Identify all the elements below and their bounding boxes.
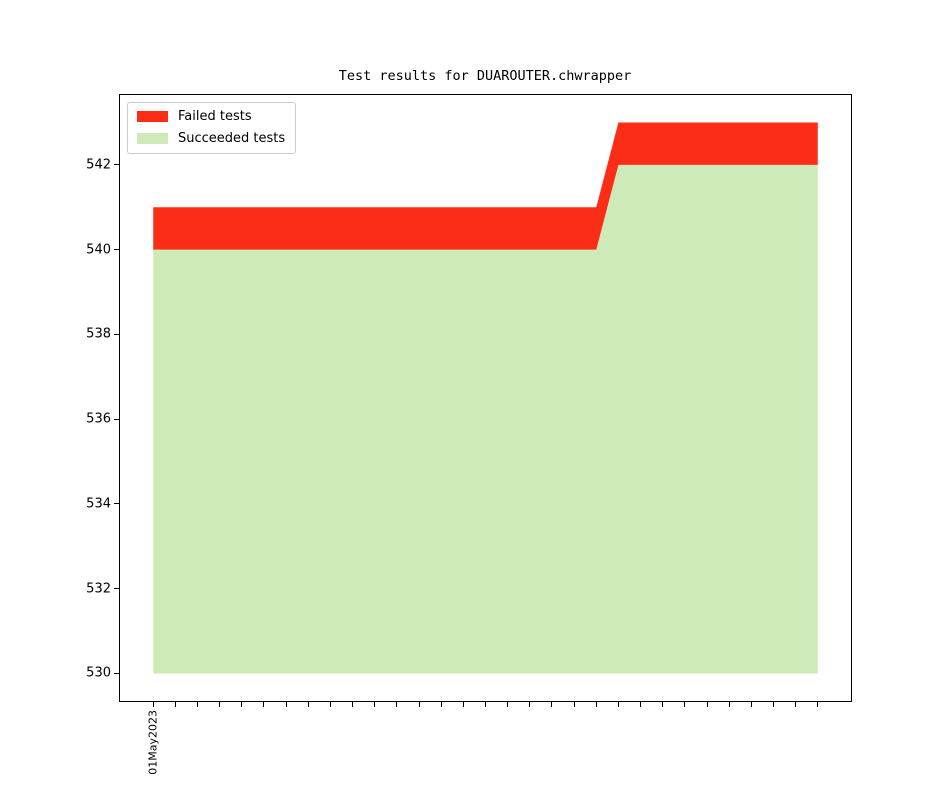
y-tick-label: 538 [86,326,111,342]
legend-label-succeeded: Succeeded tests [178,131,286,146]
succeeded-swatch [137,133,168,144]
x-tick [507,702,509,707]
x-tick [485,702,486,707]
succeeded-tests-area [153,164,818,674]
x-tick [617,702,619,707]
x-tick [307,702,309,707]
x-tick [197,702,199,707]
legend-label-failed: Failed tests [178,109,252,124]
x-tick [551,702,553,707]
y-tick [114,333,119,335]
x-tick [573,702,575,707]
x-tick [462,702,464,707]
failed-swatch [137,111,168,122]
y-tick-label: 536 [86,411,111,427]
x-tick [440,702,442,707]
stacked-area-plot [153,122,818,674]
y-tick [114,503,119,505]
x-tick [174,702,176,707]
failed-tests-area [153,122,818,250]
legend-item-succeeded: Succeeded tests [137,131,285,146]
y-tick [114,418,119,420]
x-tick [706,702,708,707]
y-tick-label: 534 [86,496,111,512]
x-tick [684,702,686,707]
y-tick [114,164,119,166]
plot-area: Failed tests Succeeded tests 530 532 534 53… [86,94,852,775]
x-tick [263,702,265,707]
x-tick [285,702,287,707]
x-tick [640,702,642,707]
x-tick [241,702,243,707]
x-tick [374,702,376,707]
x-tick [795,702,797,707]
x-tick [152,702,154,707]
x-tick-label: 01May2023 [146,710,160,775]
x-tick [662,702,664,707]
y-tick [114,588,119,590]
x-tick [352,702,354,707]
y-tick-label: 542 [86,157,111,173]
legend: Failed tests Succeeded tests [127,102,297,154]
x-tick [772,702,774,707]
y-tick-label: 540 [86,242,111,258]
x-tick [418,702,420,707]
x-tick [396,702,398,707]
x-tick [750,702,752,707]
legend-item-failed: Failed tests [137,109,285,124]
x-tick [817,702,819,707]
x-tick [219,702,221,707]
y-tick-label: 530 [86,665,111,681]
x-tick [595,702,597,707]
y-tick [114,672,119,674]
x-tick [329,702,331,707]
x-tick [529,702,531,707]
y-tick-label: 532 [86,581,111,597]
chart-title: Test results for DUAROUTER.chwrapper [338,68,632,84]
x-tick [728,702,730,707]
y-tick [114,249,119,251]
